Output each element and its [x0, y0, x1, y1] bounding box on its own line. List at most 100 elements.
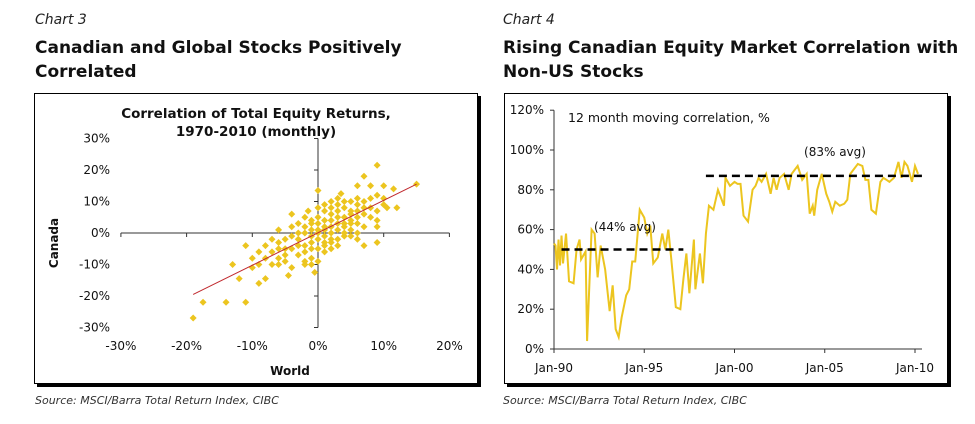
- scatter-point: [301, 248, 309, 256]
- scatter-point: [347, 198, 355, 205]
- y-tick-label: -20%: [79, 289, 110, 303]
- scatter-point: [255, 248, 263, 256]
- scatter-point: [360, 198, 368, 205]
- scatter-point: [321, 216, 329, 224]
- scatter-point: [242, 298, 250, 306]
- x-tick-label: -20%: [171, 339, 202, 353]
- scatter-point: [301, 213, 309, 221]
- scatter-point: [311, 268, 319, 276]
- scatter-point: [261, 242, 269, 250]
- scatter-point: [367, 194, 375, 202]
- scatter-point: [314, 220, 322, 228]
- chart3-title: Canadian and Global Stocks Positively Co…: [35, 38, 402, 82]
- scatter-point: [327, 210, 335, 218]
- scatter-point: [314, 245, 322, 253]
- scatter-point: [360, 223, 368, 231]
- scatter-point: [284, 272, 292, 280]
- scatter-point: [340, 204, 348, 212]
- scatter-point: [261, 275, 269, 283]
- scatter-point: [321, 242, 329, 250]
- scatter-point: [301, 242, 309, 250]
- average-label: (83% avg): [804, 145, 866, 159]
- scatter-point: [373, 191, 381, 199]
- scatter-point: [353, 201, 361, 209]
- y-tick-label: 40%: [517, 262, 544, 276]
- scatter-point: [380, 201, 388, 209]
- scatter-point: [390, 185, 398, 193]
- y-tick-label: 20%: [83, 163, 110, 177]
- scatter-point: [294, 235, 302, 243]
- scatter-point: [301, 261, 309, 268]
- scatter-point: [373, 207, 381, 215]
- line-annotation: 12 month moving correlation, %: [568, 110, 770, 125]
- scatter-point: [327, 216, 335, 224]
- scatter-point: [373, 161, 381, 169]
- scatter-point: [347, 232, 355, 240]
- scatter-point: [373, 238, 381, 246]
- y-tick-label: 100%: [510, 143, 544, 157]
- chart4-title: Rising Canadian Equity Market Correlatio…: [503, 38, 959, 82]
- scatter-point: [307, 226, 315, 234]
- y-tick-label: -30%: [79, 321, 110, 335]
- scatter-point: [340, 198, 348, 205]
- scatter-point: [353, 182, 361, 190]
- scatter-point: [281, 235, 289, 243]
- scatter-point: [304, 207, 312, 215]
- scatter-point: [373, 216, 381, 224]
- scatter-point: [347, 220, 355, 228]
- scatter-point: [327, 245, 335, 253]
- scatter-point: [314, 213, 322, 221]
- scatter-point: [337, 190, 345, 198]
- scatter-point: [334, 194, 342, 202]
- x-tick-label: Jan-00: [714, 361, 753, 375]
- scatter-point: [288, 264, 296, 272]
- scatter-point: [353, 213, 361, 221]
- scatter-point: [229, 261, 237, 268]
- scatter-point: [281, 251, 289, 259]
- scatter-point: [347, 207, 355, 215]
- scatter-point: [307, 254, 315, 262]
- scatter-xlabel: World: [270, 364, 310, 378]
- chart3-label: Chart 3: [35, 12, 87, 28]
- scatter-point: [294, 229, 302, 237]
- scatter-point: [347, 226, 355, 234]
- scatter-point: [373, 223, 381, 231]
- trend-line: [192, 183, 417, 295]
- scatter-point: [288, 223, 296, 231]
- scatter-point: [275, 238, 283, 246]
- scatter-point: [255, 279, 263, 287]
- scatter-point: [334, 213, 342, 221]
- scatter-point: [314, 186, 322, 194]
- chart3-source: Source: MSCI/Barra Total Return Index, C…: [35, 394, 279, 407]
- scatter-point: [275, 245, 283, 253]
- x-tick-label: -10%: [237, 339, 268, 353]
- scatter-point: [275, 226, 283, 234]
- scatter-point: [334, 235, 342, 243]
- scatter-point: [248, 254, 256, 262]
- chart3-frame: [34, 93, 478, 384]
- chart4-source: Source: MSCI/Barra Total Return Index, C…: [503, 394, 747, 407]
- scatter-point: [268, 248, 276, 256]
- scatter-point: [360, 242, 368, 250]
- scatter-point: [275, 254, 283, 262]
- scatter-point: [321, 207, 329, 215]
- scatter-point: [199, 298, 207, 306]
- y-tick-label: 0%: [91, 226, 110, 240]
- scatter-point: [294, 251, 302, 259]
- y-tick-label: 20%: [517, 302, 544, 316]
- y-tick-label: 60%: [517, 223, 544, 237]
- y-tick-label: 0%: [525, 342, 544, 356]
- scatter-point: [340, 223, 348, 231]
- scatter-point: [360, 172, 368, 180]
- scatter-title-line2: 1970-2010 (monthly): [176, 124, 336, 140]
- scatter-point: [294, 242, 302, 250]
- y-tick-label: 80%: [517, 183, 544, 197]
- scatter-point: [288, 232, 296, 240]
- scatter-point: [321, 201, 329, 209]
- scatter-point: [327, 198, 335, 205]
- scatter-point: [340, 229, 348, 237]
- scatter-point: [268, 235, 276, 243]
- x-tick-label: Jan-05: [805, 361, 844, 375]
- scatter-point: [353, 220, 361, 228]
- scatter-point: [360, 210, 368, 218]
